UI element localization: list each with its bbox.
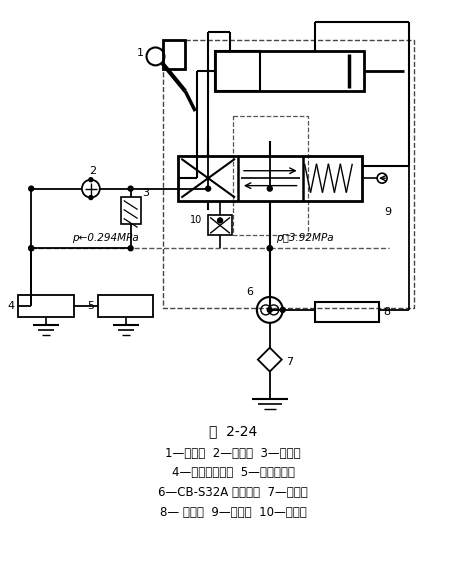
Circle shape [128,246,133,251]
Bar [18,295,74,317]
Circle shape [267,307,272,312]
Text: 6: 6 [247,287,254,297]
Text: 1—操纵叉  2—散热器  3—安全阀: 1—操纵叉 2—散热器 3—安全阀 [165,446,301,460]
Bar [178,156,362,201]
Circle shape [267,246,272,251]
Bar [215,51,364,91]
Circle shape [89,195,93,199]
Bar [163,40,185,70]
Circle shape [29,246,34,251]
Circle shape [89,178,93,182]
Bar [215,51,260,91]
Text: 6—CB-S32A 齿轮油泵  7—滤油器: 6—CB-S32A 齿轮油泵 7—滤油器 [158,486,308,500]
Bar [120,197,141,225]
Circle shape [29,186,34,191]
Circle shape [280,307,285,312]
Circle shape [267,246,272,251]
Circle shape [128,186,133,191]
Circle shape [205,186,211,191]
Circle shape [29,246,34,251]
Text: 2: 2 [89,166,96,176]
Text: 4: 4 [7,301,14,311]
Text: 1: 1 [137,49,144,58]
Text: p＝3.92MPa: p＝3.92MPa [276,233,333,243]
Text: 8— 分动筱  9—助力阀  10—安全阀: 8— 分动筱 9—助力阀 10—安全阀 [160,506,306,519]
Text: 5: 5 [87,301,94,311]
Text: 8: 8 [383,307,390,317]
Text: 图  2-24: 图 2-24 [209,424,257,438]
Bar [314,302,379,322]
Bar [98,295,154,317]
Text: 4—润滑主离合器  5—润滑分动筱: 4—润滑主离合器 5—润滑分动筱 [171,466,294,480]
Text: 10: 10 [190,215,202,225]
Circle shape [267,186,272,191]
Circle shape [218,218,223,223]
Text: 7: 7 [286,357,293,367]
Bar [208,215,232,235]
Text: 3: 3 [142,188,149,198]
Text: p←0.294MPa: p←0.294MPa [72,233,139,243]
Text: 9: 9 [384,208,392,218]
